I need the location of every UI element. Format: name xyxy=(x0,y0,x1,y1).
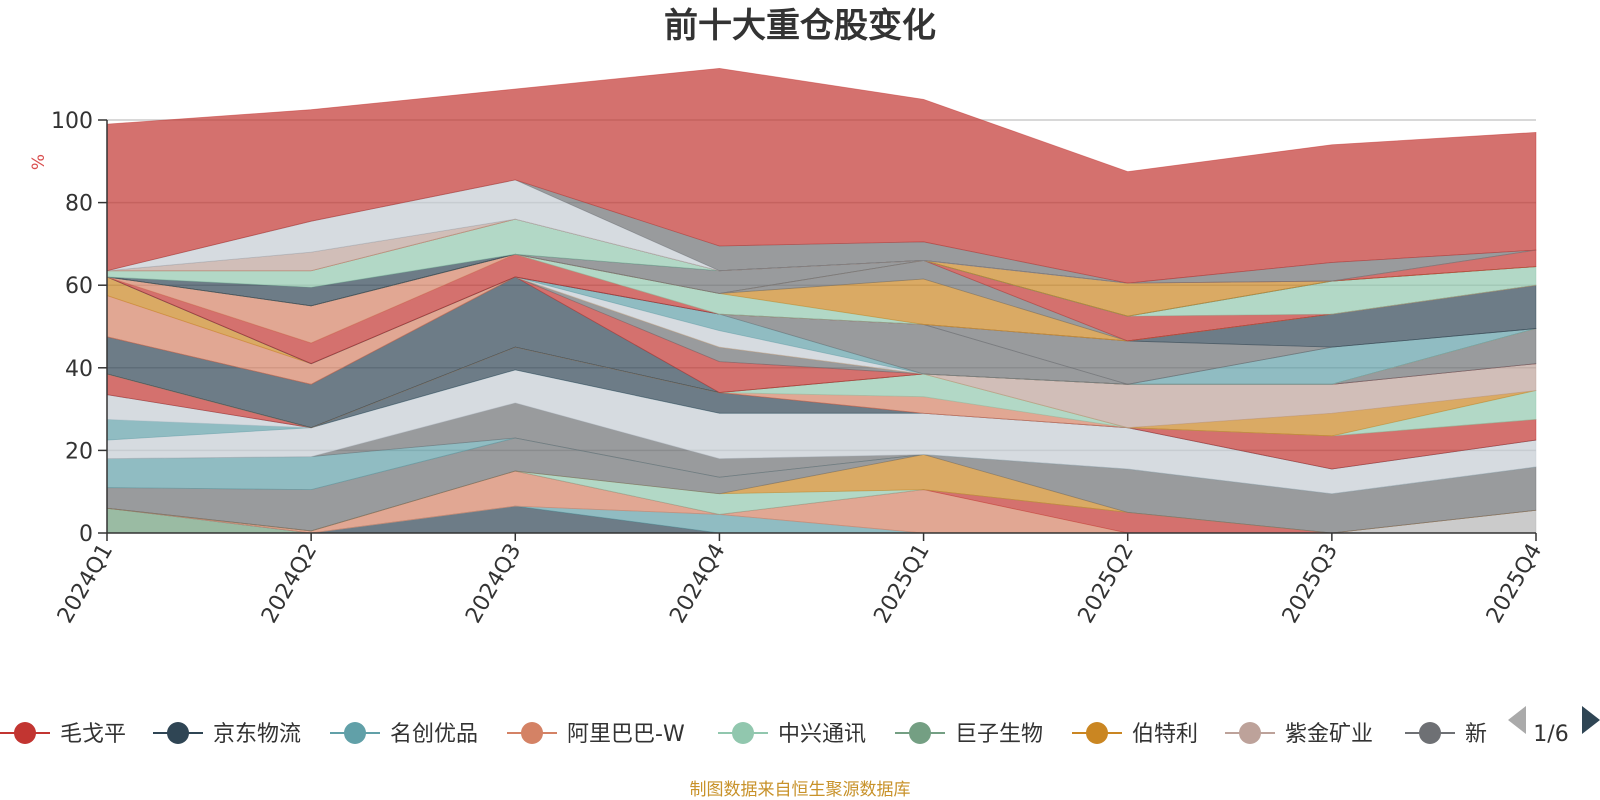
x-tick-label: 2025Q2 xyxy=(1074,540,1139,628)
area-series-group xyxy=(106,67,1537,534)
legend-circle-icon xyxy=(1086,722,1108,744)
legend-item[interactable]: 京东物流 xyxy=(153,722,301,747)
legend-circle-icon xyxy=(1419,722,1441,744)
x-tick-label: 2025Q1 xyxy=(869,540,934,628)
y-tick-label: 20 xyxy=(65,439,93,464)
legend-item[interactable]: 阿里巴巴-W xyxy=(507,722,685,747)
x-tick-label: 2025Q3 xyxy=(1278,540,1343,628)
legend-item[interactable]: 毛戈平 xyxy=(0,722,126,747)
y-tick-label: 80 xyxy=(65,192,93,217)
x-tick-label: 2024Q4 xyxy=(665,540,730,628)
legend-label: 毛戈平 xyxy=(60,722,126,747)
legend-label: 巨子生物 xyxy=(955,722,1043,747)
chart-title: 前十大重仓股变化 xyxy=(664,6,936,46)
legend-item[interactable]: 紫金矿业 xyxy=(1225,722,1373,747)
data-source-note: 制图数据来自恒生聚源数据库 xyxy=(690,780,911,800)
legend-label: 紫金矿业 xyxy=(1285,722,1373,747)
legend-circle-icon xyxy=(1239,722,1261,744)
x-tick-label: 2025Q4 xyxy=(1482,540,1547,628)
legend-label: 名创优品 xyxy=(390,722,478,747)
legend-item[interactable]: 中兴通讯 xyxy=(718,722,866,747)
x-tick-label: 2024Q3 xyxy=(461,540,526,628)
legend-label: 中兴通讯 xyxy=(778,722,866,747)
legend-item[interactable]: 新 xyxy=(1405,722,1487,747)
legend-circle-icon xyxy=(521,722,543,744)
y-tick-label: 100 xyxy=(51,109,93,134)
legend-page-indicator: 1/6 xyxy=(1533,722,1568,747)
legend-circle-icon xyxy=(167,722,189,744)
legend-label: 阿里巴巴-W xyxy=(567,722,685,747)
legend-circle-icon xyxy=(732,722,754,744)
y-axis-unit: % xyxy=(29,154,49,170)
legend: 毛戈平 京东物流 名创优品 阿里巴巴-W 中兴通讯 巨子生物 伯特利 紫金矿业 新 xyxy=(0,722,1487,747)
x-tick-label: 2024Q1 xyxy=(53,540,118,628)
legend-circle-icon xyxy=(909,722,931,744)
legend-label: 京东物流 xyxy=(213,722,301,747)
legend-item[interactable]: 巨子生物 xyxy=(895,722,1043,747)
y-tick-label: 60 xyxy=(65,274,93,299)
legend-circle-icon xyxy=(14,722,36,744)
legend-item[interactable]: 伯特利 xyxy=(1072,722,1198,747)
x-tick-label: 2024Q2 xyxy=(257,540,322,628)
area-series[interactable] xyxy=(106,67,1537,284)
legend-label: 新 xyxy=(1465,722,1487,747)
y-tick-label: 0 xyxy=(79,522,93,547)
legend-prev-arrow-icon[interactable] xyxy=(1508,706,1526,734)
legend-label: 伯特利 xyxy=(1132,722,1198,747)
y-tick-label: 40 xyxy=(65,357,93,382)
legend-item[interactable]: 名创优品 xyxy=(330,722,478,747)
legend-next-arrow-icon[interactable] xyxy=(1582,706,1600,734)
legend-circle-icon xyxy=(344,722,366,744)
legend-pager: 1/6 xyxy=(1508,706,1600,747)
